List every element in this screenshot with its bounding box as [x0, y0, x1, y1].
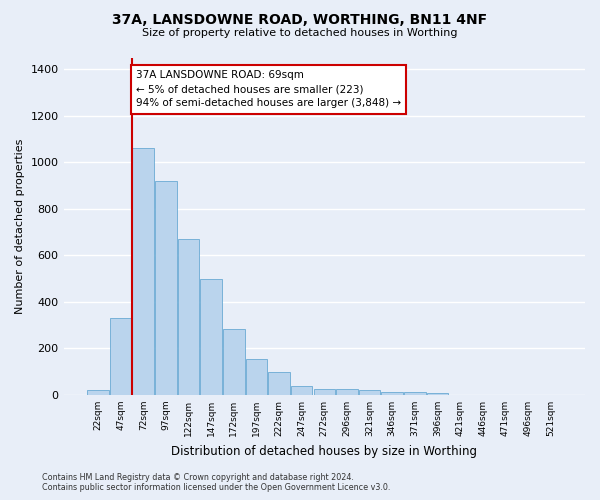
Bar: [359, 390, 380, 395]
Bar: [155, 181, 176, 395]
Text: Contains HM Land Registry data © Crown copyright and database right 2024.
Contai: Contains HM Land Registry data © Crown c…: [42, 473, 391, 492]
Text: Size of property relative to detached houses in Worthing: Size of property relative to detached ho…: [142, 28, 458, 38]
Bar: [382, 392, 403, 395]
Bar: [133, 148, 154, 395]
Bar: [110, 318, 131, 395]
Y-axis label: Number of detached properties: Number of detached properties: [15, 138, 25, 314]
Bar: [268, 372, 290, 395]
Bar: [200, 278, 222, 395]
Bar: [336, 389, 358, 395]
Text: 37A LANSDOWNE ROAD: 69sqm
← 5% of detached houses are smaller (223)
94% of semi-: 37A LANSDOWNE ROAD: 69sqm ← 5% of detach…: [136, 70, 401, 108]
Bar: [245, 359, 267, 395]
Bar: [87, 390, 109, 395]
Bar: [223, 328, 245, 395]
Bar: [404, 392, 425, 395]
Bar: [427, 393, 448, 395]
X-axis label: Distribution of detached houses by size in Worthing: Distribution of detached houses by size …: [171, 444, 477, 458]
Bar: [291, 386, 313, 395]
Text: 37A, LANSDOWNE ROAD, WORTHING, BN11 4NF: 37A, LANSDOWNE ROAD, WORTHING, BN11 4NF: [112, 12, 488, 26]
Bar: [178, 240, 199, 395]
Bar: [314, 389, 335, 395]
